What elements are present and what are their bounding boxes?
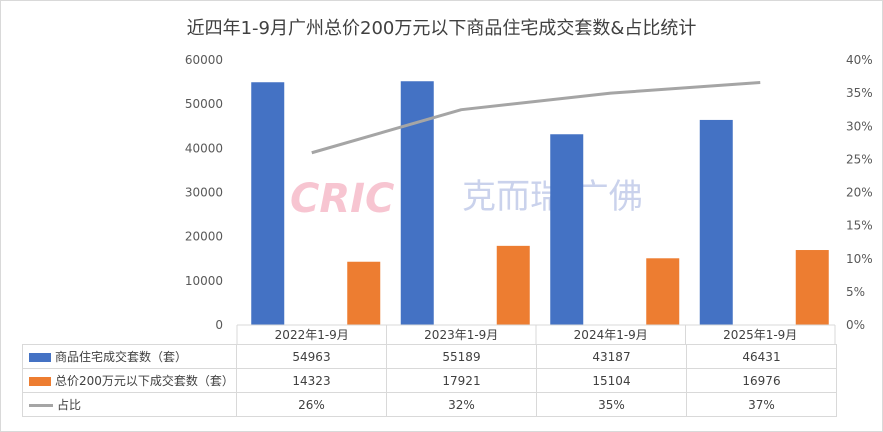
category-label: 2024年1-9月 [574,328,648,342]
y2-tick-label: 35% [846,86,873,100]
legend-cell: 商品住宅成交套数（套） [22,344,237,369]
table-cell: 43187 [536,344,687,369]
y-axis-right: 0% 5% 10% 15% 20% 25% 30% 35% 40% [846,53,873,332]
bar [251,82,285,325]
table-cell: 26% [236,392,387,417]
legend-key [29,353,51,362]
legend-label: 占比 [57,398,82,412]
y-tick-label: 10000 [185,274,223,288]
table-cell: 35% [536,392,687,417]
y2-tick-label: 30% [846,119,873,133]
legend-label: 总价200万元以下成交套数（套） [55,374,234,388]
table-cell: 16976 [686,368,837,393]
table-cell: 17921 [386,368,537,393]
category-label: 2023年1-9月 [424,328,498,342]
category-label: 2025年1-9月 [723,328,797,342]
table-cell: 55189 [386,344,537,369]
y2-tick-label: 20% [846,186,873,200]
watermark-logo: CRIC克而瑞·广佛 [290,176,643,222]
x-axis [236,324,836,344]
y-tick-label: 50000 [185,97,223,111]
table-row: 占比 26% 32% 35% 37% [22,392,837,417]
table-cell: 46431 [686,344,837,369]
y-tick-label: 60000 [185,53,223,67]
category-label: 2022年1-9月 [275,328,349,342]
bar [496,245,530,325]
x-axis-categories: 2022年1-9月 2023年1-9月 2024年1-9月 2025年1-9月 [275,328,798,342]
data-table: 商品住宅成交套数（套） 54963 55189 43187 46431 总价200万元以下… [22,344,837,417]
bar [699,119,733,325]
bar [795,250,829,325]
table-cell: 54963 [236,344,387,369]
legend-cell: 总价200万元以下成交套数（套） [22,368,237,393]
legend-key [29,404,53,407]
bar [347,261,381,325]
chart-title: 近四年1-9月广州总价200万元以下商品住宅成交套数&占比统计 [186,18,697,39]
table-row: 总价200万元以下成交套数（套） 14323 17921 15104 16976 [22,368,837,393]
table-cell: 32% [386,392,537,417]
legend-label: 商品住宅成交套数（套） [55,350,188,364]
y-axis-left: 0 10000 20000 30000 40000 50000 60000 [185,53,223,332]
bar [646,258,680,325]
y-tick-label: 20000 [185,230,223,244]
y2-tick-label: 5% [846,285,865,299]
y2-tick-label: 0% [846,318,865,332]
y-tick-label: 30000 [185,186,223,200]
y2-tick-label: 10% [846,252,873,266]
watermark-brand: CRIC [290,176,394,222]
y2-tick-label: 40% [846,53,873,67]
legend-cell: 占比 [22,392,237,417]
table-cell: 37% [686,392,837,417]
y2-tick-label: 25% [846,152,873,166]
table-cell: 14323 [236,368,387,393]
bar [550,134,584,325]
y-tick-label: 0 [215,318,223,332]
line-path [311,81,761,155]
legend-key [29,377,51,386]
line-series [311,81,761,155]
y-tick-label: 40000 [185,141,223,155]
chart-svg: CRIC克而瑞·广佛 0 10000 20000 30000 40000 50000 600… [185,53,873,344]
y2-tick-label: 15% [846,219,873,233]
table-row: 商品住宅成交套数（套） 54963 55189 43187 46431 [22,344,837,369]
table-cell: 15104 [536,368,687,393]
